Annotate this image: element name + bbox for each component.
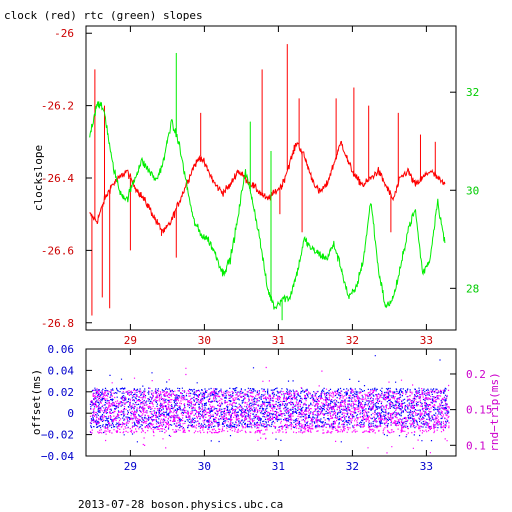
y-left-tick-label: -26: [54, 27, 74, 40]
x-tick-label: 32: [346, 460, 359, 473]
x-tick-label: 33: [420, 334, 433, 347]
rtc-line: [89, 101, 446, 310]
x-tick-label: 31: [272, 460, 285, 473]
y-right-tick-label: 0.2: [466, 368, 486, 381]
x-tick-label: 29: [124, 460, 137, 473]
top-y-axis-label: clockslope: [32, 145, 45, 211]
y-right-tick-label: 32: [466, 86, 479, 99]
clock-line: [89, 140, 446, 234]
top-axes: 29 30 31 32 33 -26 -26.2 -26.4 -26.6 -26.8 28 30 32: [41, 26, 479, 347]
x-tick-label: 31: [272, 334, 285, 347]
y-right-tick-label: 30: [466, 184, 479, 197]
bottom-plot-frame: [85, 348, 457, 457]
x-tick-label: 30: [198, 334, 211, 347]
figure-title: clock (red) rtc (green) slopes: [4, 9, 203, 22]
x-tick-label: 30: [198, 460, 211, 473]
y-left-tick-label: −0.04: [41, 450, 74, 463]
offset-points: [89, 355, 450, 443]
y-left-tick-label: -26.8: [41, 317, 74, 330]
bottom-axes: 29 30 31 32 33 0.06 0.04 0.02 0 −0.02 −0.04 0.2 0.15…: [41, 343, 493, 473]
bottom-left-axis-label: offset(ms): [30, 369, 43, 435]
y-left-tick-label: −0.02: [41, 429, 74, 442]
y-right-tick-label: 0.1: [466, 439, 486, 452]
y-right-tick-label: 0.15: [466, 404, 493, 417]
clock-series: [89, 44, 446, 316]
y-right-tick-label: 28: [466, 282, 479, 295]
y-left-tick-label: -26.2: [41, 100, 74, 113]
x-tick-label: 32: [346, 334, 359, 347]
x-tick-label: 29: [124, 334, 137, 347]
offset-rndtrip-points: [89, 355, 450, 454]
bottom-panel: 29 30 31 32 33 0.06 0.04 0.02 0 −0.02 −0.04 0.2 0.15…: [30, 343, 501, 473]
y-left-tick-label: 0.06: [48, 343, 75, 356]
top-panel: 29 30 31 32 33-26-26.2-26.4-26.6-26.8283032 …: [32, 25, 479, 347]
y-left-tick-label: 0.04: [48, 364, 75, 377]
footer-host-date: 2013-07-28 boson.physics.ubc.ca: [78, 498, 283, 511]
y-left-tick-label: 0: [67, 407, 74, 420]
y-left-tick-label: 0.02: [48, 386, 75, 399]
y-left-tick-label: -26.6: [41, 244, 74, 257]
x-tick-label: 33: [420, 460, 433, 473]
rnd-trip-points: [89, 366, 450, 454]
bottom-right-axis-label: rnd−trip(ms): [488, 372, 501, 451]
y-left-tick-label: -26.4: [41, 172, 74, 185]
rtc-series: [89, 52, 446, 321]
